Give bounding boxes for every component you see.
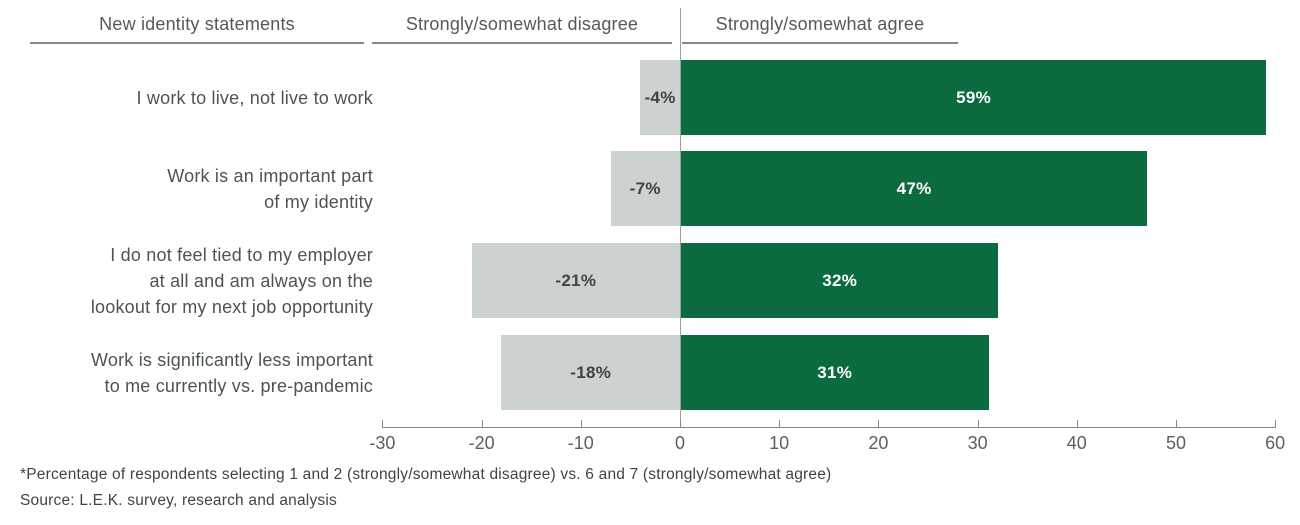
disagree-value-label: -21%: [555, 270, 597, 290]
agree-bar: 31%: [681, 335, 989, 410]
agree-bar: 59%: [681, 60, 1267, 135]
disagree-value-label: -18%: [570, 362, 612, 382]
footnote-definition: *Percentage of respondents selecting 1 a…: [20, 466, 832, 483]
x-tick-mark: [580, 420, 582, 428]
x-tick-label: -10: [567, 433, 594, 453]
x-tick-mark: [1076, 420, 1078, 428]
x-tick-label: 50: [1165, 433, 1187, 453]
disagree-bar: -18%: [501, 335, 680, 410]
chart-row: I work to live, not live to work -4% 59%: [0, 60, 1300, 135]
chart-row: Work is significantly less important to m…: [0, 335, 1300, 410]
column-header-agree: Strongly/somewhat agree: [682, 6, 958, 44]
column-header-disagree: Strongly/somewhat disagree: [372, 6, 672, 44]
x-tick-label: 30: [967, 433, 988, 453]
x-tick-mark: [680, 420, 681, 428]
category-label: Work is significantly less important to m…: [91, 349, 373, 396]
column-header-identity-statements: New identity statements: [30, 6, 364, 44]
category-label: I do not feel tied to my employer at all …: [90, 244, 373, 317]
disagree-value-label: -4%: [644, 87, 676, 107]
x-tick-mark: [779, 420, 781, 428]
footnote-source: Source: L.E.K. survey, research and anal…: [20, 492, 337, 509]
disagree-value-label: -7%: [629, 178, 661, 198]
agree-value-label: 31%: [817, 362, 853, 382]
x-tick-label: 0: [674, 433, 686, 453]
agree-value-label: 32%: [822, 270, 858, 290]
agree-bar: 32%: [681, 243, 999, 318]
category-label: I work to live, not live to work: [136, 87, 373, 108]
x-tick-label: -20: [468, 433, 495, 453]
x-tick-label: -30: [369, 433, 396, 453]
x-tick-label: 60: [1265, 433, 1286, 453]
zero-baseline: [680, 8, 681, 428]
category-label: Work is an important part of my identity: [167, 165, 373, 212]
x-tick-mark: [977, 420, 979, 428]
x-tick-label: 20: [868, 433, 889, 453]
x-tick-mark: [382, 420, 384, 428]
agree-value-label: 47%: [896, 178, 932, 198]
x-tick-label: 40: [1066, 433, 1087, 453]
x-tick-mark: [481, 420, 483, 428]
disagree-bar: -7%: [610, 151, 680, 226]
x-tick-mark: [1176, 420, 1177, 428]
disagree-bar: -21%: [471, 243, 680, 318]
x-tick-mark: [878, 420, 880, 428]
x-tick-label: 10: [769, 433, 790, 453]
chart-row: Work is an important part of my identity -…: [0, 151, 1300, 226]
x-axis: [382, 427, 1275, 428]
disagree-bar: -4%: [640, 60, 680, 135]
x-tick-mark: [1275, 420, 1277, 428]
agree-value-label: 59%: [956, 87, 992, 107]
agree-bar: 47%: [681, 151, 1148, 226]
chart-row: I do not feel tied to my employer at all …: [0, 243, 1300, 318]
